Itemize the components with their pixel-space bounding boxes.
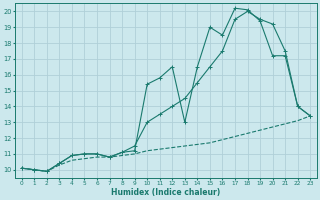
X-axis label: Humidex (Indice chaleur): Humidex (Indice chaleur) [111,188,220,197]
